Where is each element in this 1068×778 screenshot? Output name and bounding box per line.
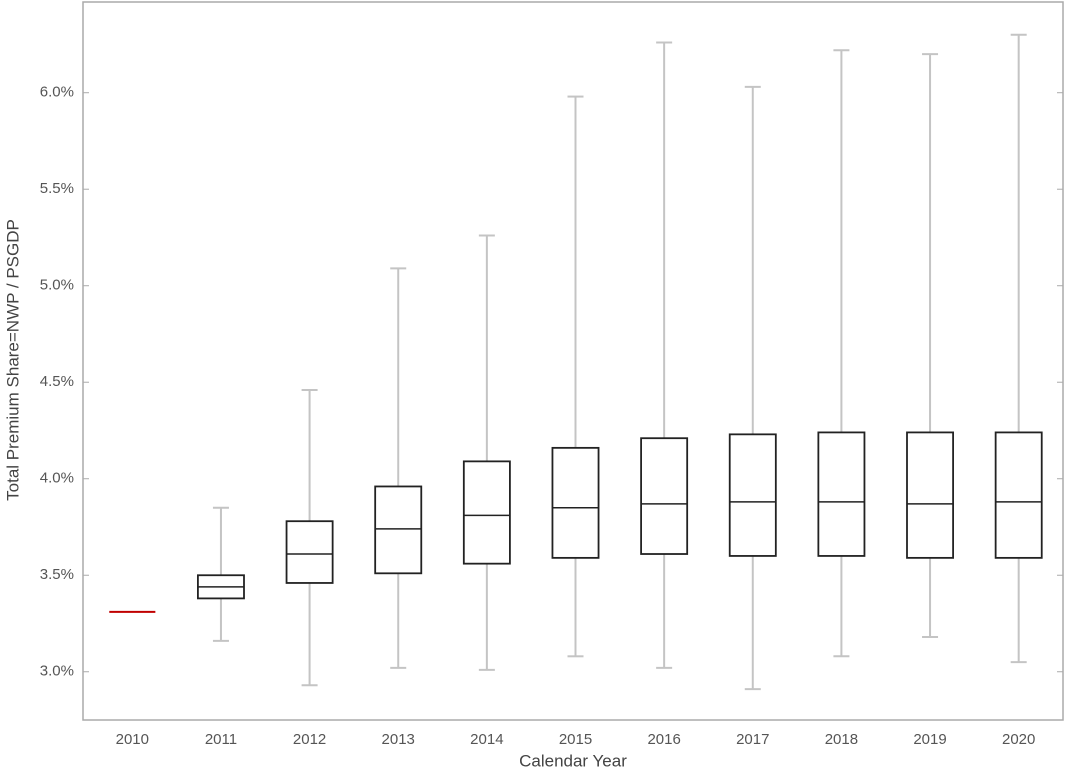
y-tick-label: 3.0% <box>40 663 74 680</box>
box <box>640 437 689 555</box>
y-tick-label: 5.0% <box>40 277 74 294</box>
x-tick-label: 2015 <box>559 731 592 748</box>
box <box>994 431 1043 559</box>
x-axis-title: Calendar Year <box>519 751 627 770</box>
y-axis-title: Total Premium Share=NWP / PSGDP <box>3 219 22 501</box>
box <box>374 485 423 575</box>
y-tick-label: 4.0% <box>40 470 74 487</box>
x-tick-label: 2017 <box>736 731 769 748</box>
box <box>906 431 954 559</box>
x-tick-label: 2016 <box>647 731 680 748</box>
y-tick-label: 5.5% <box>40 180 74 197</box>
x-tick-label: 2011 <box>205 731 237 748</box>
box <box>728 433 777 557</box>
box <box>817 431 866 557</box>
y-tick-label: 4.5% <box>40 373 74 390</box>
x-tick-label: 2012 <box>293 731 326 748</box>
x-tick-label: 2018 <box>825 731 858 748</box>
x-tick-label: 2014 <box>470 731 503 748</box>
x-tick-label: 2010 <box>116 731 149 748</box>
y-tick-label: 6.0% <box>40 84 74 101</box>
box <box>462 460 511 565</box>
y-tick-label: 3.5% <box>40 566 74 583</box>
x-tick-label: 2019 <box>913 731 946 748</box>
box <box>551 446 600 559</box>
plot-frame <box>82 1 1064 721</box>
x-tick-label: 2020 <box>1002 731 1035 748</box>
x-tick-label: 2013 <box>382 731 415 748</box>
box <box>285 520 334 584</box>
